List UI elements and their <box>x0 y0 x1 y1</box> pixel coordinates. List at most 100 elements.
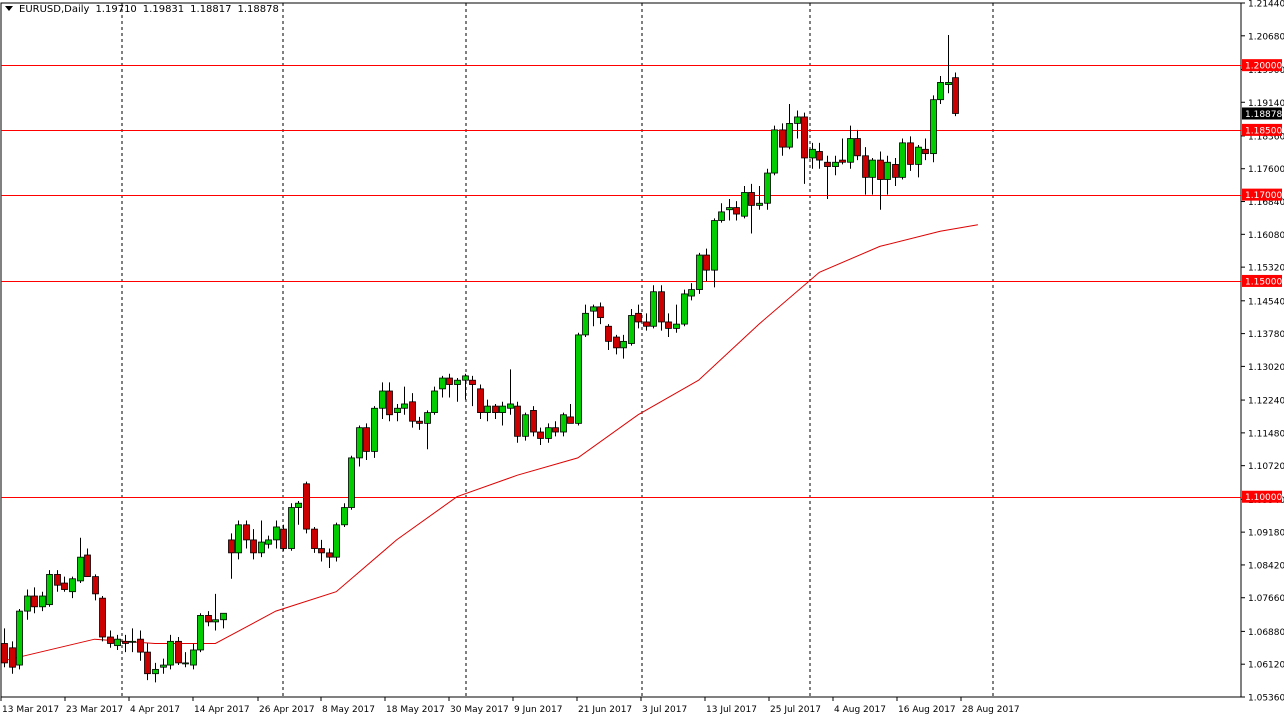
y-tick-label: 1.05360 <box>1248 694 1284 704</box>
candle-body <box>318 548 325 554</box>
candle-body <box>741 192 748 217</box>
open-value: 1.19710 <box>95 4 137 15</box>
x-tick-label: 4 Apr 2017 <box>130 705 180 715</box>
candle-body <box>499 405 506 413</box>
candle-body <box>492 405 499 413</box>
candle-body <box>816 151 823 161</box>
candle-body <box>235 524 242 554</box>
candle-body <box>681 293 688 325</box>
y-tick-label: 1.14540 <box>1248 297 1284 307</box>
candle-body <box>409 401 416 422</box>
level-price-label: 1.10000 <box>1245 493 1282 503</box>
candle-body <box>930 99 937 155</box>
dropdown-triangle-icon[interactable] <box>5 6 13 11</box>
candle-body <box>265 539 272 545</box>
candle-body <box>212 619 219 623</box>
level-price-tag <box>1242 188 1282 201</box>
candle-body <box>824 161 831 167</box>
candle-body <box>545 427 552 439</box>
current-price-label: 1.18878 <box>1245 110 1282 120</box>
x-tick-label: 13 Mar 2017 <box>2 705 59 715</box>
candle-body <box>190 649 197 666</box>
candle-body <box>205 615 212 623</box>
candle-body <box>371 407 378 452</box>
low-value: 1.18817 <box>190 4 232 15</box>
candle-body <box>175 640 182 664</box>
candle-body <box>431 390 438 413</box>
candle-body <box>167 640 174 666</box>
y-tick-label: 1.21440 <box>1248 0 1284 10</box>
candle-body <box>696 254 703 290</box>
candle-body <box>273 526 280 541</box>
x-tick-label: 18 May 2017 <box>386 705 445 715</box>
candle-body <box>854 138 861 157</box>
x-tick-label: 13 Jul 2017 <box>706 705 757 715</box>
candle-body <box>341 507 348 526</box>
x-tick-label: 25 Jul 2017 <box>770 705 821 715</box>
candle-body <box>665 321 672 329</box>
moving-average-line <box>3 224 978 662</box>
level-price-tag <box>1242 490 1282 503</box>
candle-body <box>77 556 84 582</box>
candle-body <box>658 291 665 323</box>
candle-body <box>454 379 461 385</box>
x-tick-label: 4 Aug 2017 <box>834 705 886 715</box>
y-tick-label: 1.08420 <box>1248 561 1284 571</box>
candle-body <box>61 582 68 590</box>
candle-body <box>922 148 929 155</box>
candle-body <box>416 420 423 424</box>
candle-body <box>915 146 922 165</box>
candle-body <box>114 638 121 647</box>
level-price-tag <box>1242 59 1282 72</box>
y-tick-label: 1.10720 <box>1248 462 1284 472</box>
candle-body <box>937 82 944 101</box>
candle-body <box>311 528 318 549</box>
candle-body <box>597 306 604 319</box>
candle-body <box>809 148 816 159</box>
candle-body <box>537 431 544 439</box>
candle-body <box>303 483 310 530</box>
candle-body <box>794 116 801 124</box>
candle-body <box>333 524 340 558</box>
candle-body <box>92 576 99 595</box>
candle-body <box>379 390 386 409</box>
candle-body <box>129 640 136 643</box>
candle-body <box>650 291 657 327</box>
x-tick-label: 26 Apr 2017 <box>259 705 315 715</box>
candle-body <box>439 377 446 390</box>
candle-body <box>152 668 159 675</box>
candle-body <box>892 164 899 178</box>
close-value: 1.18878 <box>237 4 279 15</box>
candle-body <box>197 615 204 651</box>
candle-body <box>764 172 771 204</box>
candle-body <box>628 315 635 344</box>
candle-body <box>945 82 952 85</box>
x-tick-label: 3 Jul 2017 <box>642 705 687 715</box>
candle-body <box>582 312 589 336</box>
y-tick-label: 1.16840 <box>1248 198 1284 208</box>
candle-body <box>605 325 612 342</box>
candle-body <box>726 207 733 211</box>
candle-body <box>899 142 906 178</box>
candle-body <box>122 640 129 644</box>
candle-body <box>469 379 476 385</box>
plot-frame <box>0 2 1242 698</box>
y-tick-label: 1.15320 <box>1248 264 1284 274</box>
candle-body <box>507 403 514 409</box>
candle-body <box>84 554 91 577</box>
candle-body <box>673 323 680 329</box>
candle-body <box>258 541 265 554</box>
candle-body <box>160 664 167 668</box>
candle-body <box>575 334 582 424</box>
candle-body <box>748 192 755 206</box>
x-tick-label: 9 Jun 2017 <box>514 705 562 715</box>
candle-body <box>560 414 567 433</box>
candle-body <box>295 502 302 508</box>
y-tick-label: 1.17600 <box>1248 165 1284 175</box>
y-tick-label: 1.18360 <box>1248 132 1284 142</box>
candle-body <box>847 138 854 163</box>
candle-body <box>424 412 431 424</box>
candle-body <box>16 610 23 666</box>
